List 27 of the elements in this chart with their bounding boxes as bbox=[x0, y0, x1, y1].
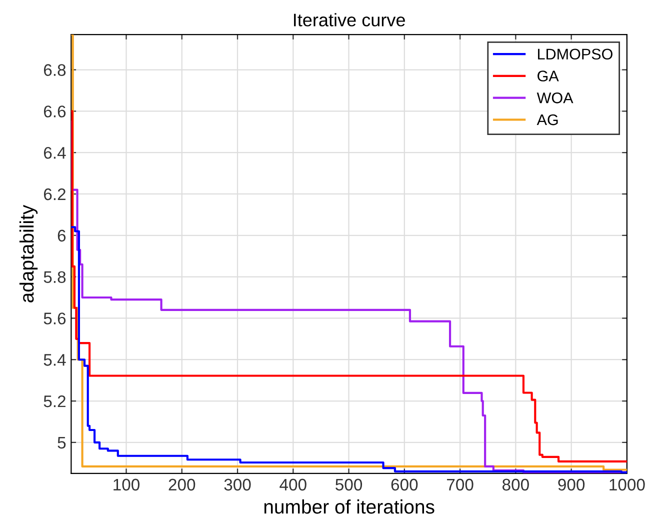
x-tick-label: 500 bbox=[336, 478, 362, 491]
y-tick-label: 6 bbox=[58, 230, 66, 242]
legend-label: GA bbox=[538, 70, 559, 82]
x-tick-label: 800 bbox=[502, 478, 529, 491]
y-tick-label: 5.6 bbox=[44, 312, 66, 324]
y-tick-label: 5.4 bbox=[44, 354, 66, 366]
legend-label: AG bbox=[536, 114, 558, 126]
y-tick-label: 5 bbox=[58, 437, 66, 449]
y-tick-label: 5.8 bbox=[44, 271, 66, 284]
y-tick-label: 6.2 bbox=[44, 188, 66, 200]
legend-label: WOA bbox=[536, 92, 574, 104]
y-tick-label: 6.8 bbox=[44, 64, 66, 76]
x-tick-label: 600 bbox=[391, 478, 418, 491]
x-tick-label: 100 bbox=[114, 478, 140, 491]
x-tick-label: 200 bbox=[168, 478, 196, 491]
legend-label: LDMOPSO bbox=[538, 48, 612, 60]
y-tick-label: 6.6 bbox=[44, 106, 66, 118]
x-tick-label: 900 bbox=[558, 478, 585, 491]
chart-title: Iterative curve bbox=[294, 13, 405, 26]
x-tick-label: 300 bbox=[224, 478, 251, 491]
x-tick-label: 700 bbox=[446, 478, 474, 491]
x-tick-label: 1000 bbox=[610, 478, 645, 491]
y-tick-label: 6.4 bbox=[44, 146, 66, 159]
y-tick-label: 5.2 bbox=[44, 395, 66, 408]
y-axis-title: adaptability bbox=[19, 204, 38, 302]
x-tick-label: 400 bbox=[280, 478, 306, 491]
x-axis-title: number of iterations bbox=[264, 499, 434, 514]
